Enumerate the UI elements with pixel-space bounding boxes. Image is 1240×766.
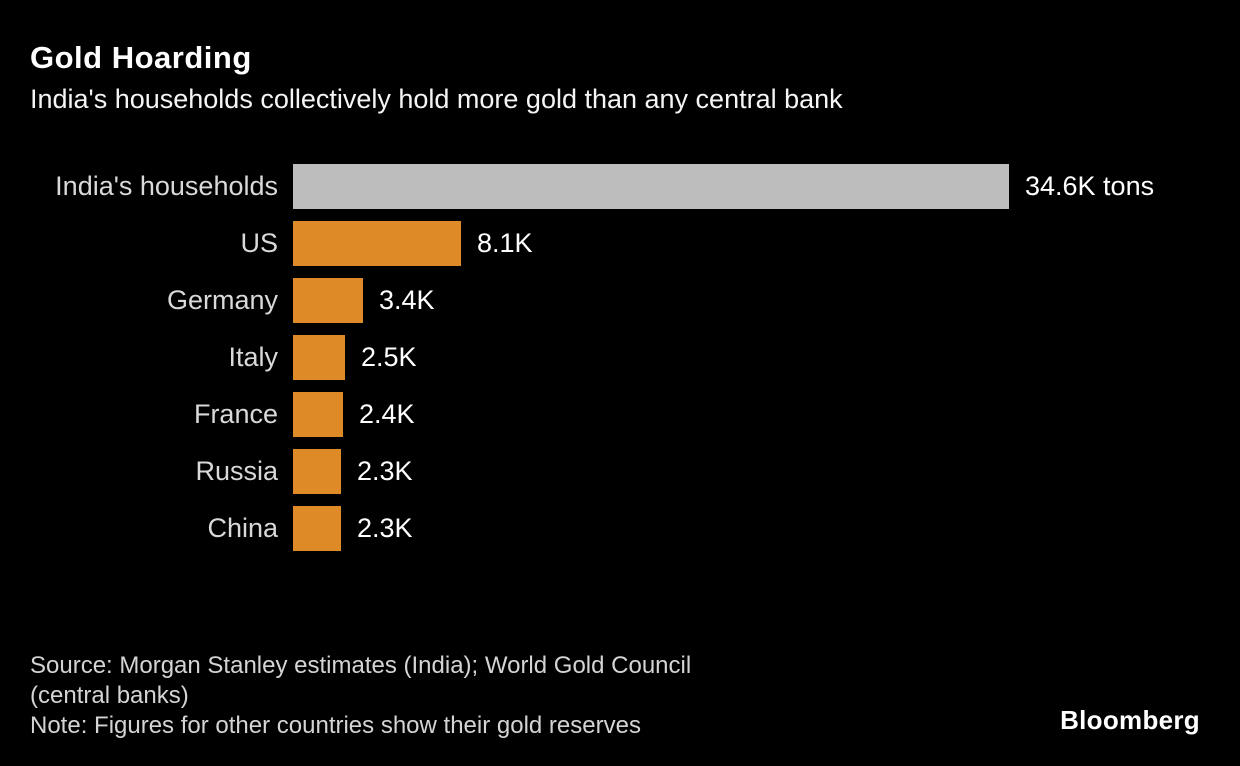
bar-track: [293, 221, 461, 266]
chart-row: Italy 2.5K: [0, 335, 1240, 380]
bar-track: [293, 392, 343, 437]
value-label: 2.3K: [357, 513, 413, 543]
category-label: India's households: [55, 171, 278, 201]
bloomberg-logo: Bloomberg: [1060, 705, 1200, 735]
source-line: Source: Morgan Stanley estimates (India)…: [30, 652, 692, 679]
chart-row: India's households 34.6K tons: [0, 164, 1240, 209]
category-label: US: [240, 228, 278, 258]
chart-title: Gold Hoarding: [30, 40, 252, 75]
chart-row: Germany 3.4K: [0, 278, 1240, 323]
source-line: (central banks): [30, 682, 189, 709]
bar-russia: [293, 449, 341, 494]
value-label: 2.3K: [357, 456, 413, 486]
bar-italy: [293, 335, 345, 380]
bar-track: [293, 506, 341, 551]
bar-track: [293, 278, 363, 323]
category-label: France: [193, 399, 278, 429]
chart-row: China 2.3K: [0, 506, 1240, 551]
bar-chart: India's households 34.6K tons US 8.1K German…: [0, 164, 1240, 563]
bar-china: [293, 506, 341, 551]
bar-france: [293, 392, 343, 437]
bar-track: [293, 335, 345, 380]
value-label: 34.6K tons: [1025, 171, 1155, 201]
bar-india-s-households: [293, 164, 1009, 209]
bar-us: [293, 221, 461, 266]
chart-subtitle: India's households collectively hold mor…: [30, 84, 843, 114]
bar-track: [293, 164, 1009, 209]
value-label: 8.1K: [477, 228, 533, 258]
bar-germany: [293, 278, 363, 323]
value-label: 2.5K: [361, 342, 417, 372]
footnotes: Source: Morgan Stanley estimates (India)…: [30, 651, 691, 741]
category-label: Russia: [195, 456, 278, 486]
note-line: Note: Figures for other countries show t…: [30, 712, 641, 739]
chart-row: Russia 2.3K: [0, 449, 1240, 494]
bar-track: [293, 449, 341, 494]
chart-row: France 2.4K: [0, 392, 1240, 437]
category-label: Italy: [228, 342, 278, 372]
category-label: Germany: [166, 285, 278, 315]
value-label: 3.4K: [379, 285, 435, 315]
chart-row: US 8.1K: [0, 221, 1240, 266]
value-label: 2.4K: [359, 399, 415, 429]
category-label: China: [207, 513, 278, 543]
